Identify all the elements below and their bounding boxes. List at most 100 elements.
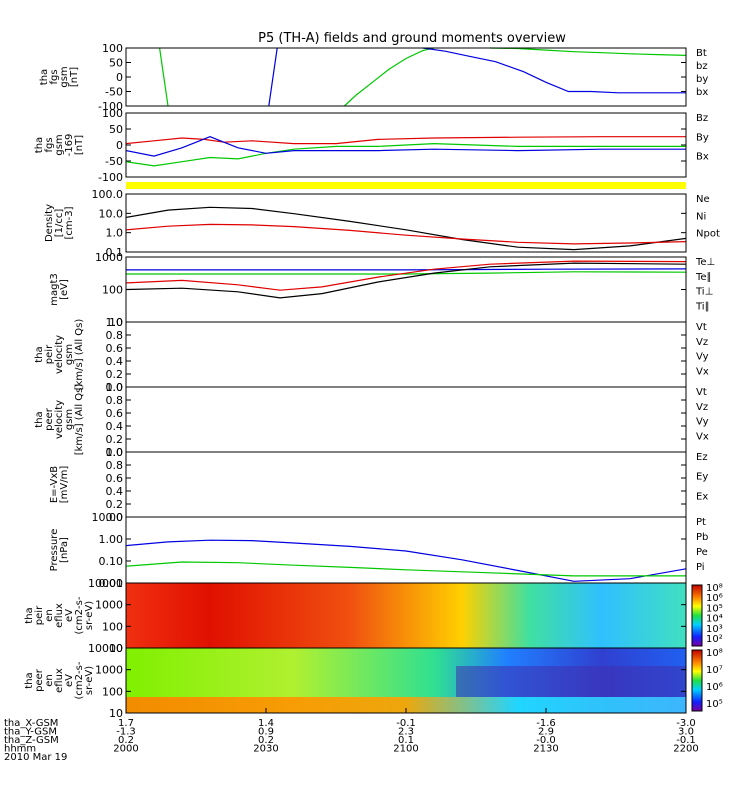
legend-ti⊥: Ti⊥ (695, 287, 713, 298)
legend-pb: Pb (696, 532, 708, 543)
ytick-label: 100 (102, 42, 123, 55)
legend-pi: Pi (696, 562, 705, 573)
panel-peer_spec: 10000 1000 100 10 tha peer en eflux eV (cm2-s-sr-… (24, 642, 723, 720)
series-pi (125, 539, 687, 582)
spectrogram-dark-region (456, 666, 686, 697)
ylabel-line: gsm (64, 409, 75, 430)
ylabel-line: [nT] (69, 67, 80, 87)
series-ti∥ (126, 271, 687, 275)
xaxis-row-label: tha_X-GSM (4, 718, 58, 729)
legend-bx: Bx (696, 152, 709, 163)
ytick-label: 0.4 (106, 420, 124, 433)
ytick-label: -50 (105, 86, 123, 99)
legend-ex: Ex (696, 491, 708, 502)
colorbar-label: 10⁴ (706, 614, 723, 625)
ytick-label: 1.0 (106, 446, 124, 459)
panel-magt3: 1000 100 10 magt3 [eV] Te⊥ Te∥ Ti⊥ Ti∥ (49, 251, 715, 329)
ytick-label: 0 (116, 71, 123, 84)
legend-vx: Vx (696, 431, 709, 442)
ylabel-line: eV (64, 674, 75, 687)
legend-te∥: Te∥ (695, 272, 712, 283)
legend-vy: Vy (696, 417, 709, 428)
xaxis-value: -1.6 (536, 718, 556, 729)
ylabel-line: (cm2-s- (74, 661, 85, 699)
ylabel-line: tha (39, 69, 50, 85)
ylabel-line: [km/s] (All Qs) (74, 319, 85, 391)
ytick-label: 0.10 (99, 555, 124, 568)
ytick-label: 0.4 (106, 355, 124, 368)
ytick-label: 10 (109, 642, 123, 655)
legend-ti∥: Ti∥ (695, 301, 710, 312)
ylabel-line: (cm2-s- (74, 596, 85, 634)
ylabel-line: [mV/m] (59, 466, 70, 504)
xaxis-value: 2130 (533, 744, 558, 755)
ytick-label: 0.01 (99, 577, 124, 590)
ytick-label: 50 (109, 123, 123, 136)
series-pe (125, 561, 686, 577)
legend-ez: Ez (696, 452, 708, 463)
legend-vt: Vt (696, 387, 707, 398)
legend-ne: Ne (696, 194, 710, 205)
ylabel-line: fgs (44, 137, 55, 152)
ytick-label: 0.6 (106, 472, 124, 485)
ylabel-line: en (44, 609, 55, 622)
ytick-label: 0.8 (106, 459, 124, 472)
xaxis-value: -0.1 (676, 735, 696, 746)
ytick-label: 100 (102, 107, 123, 120)
legend-vx: Vx (696, 366, 709, 377)
legend-vz: Vz (696, 337, 708, 348)
ylabel-line: [cm-3] (64, 206, 75, 239)
colorbar-label: 10³ (706, 624, 723, 635)
ylabel-line: tha (34, 411, 45, 427)
spectrogram-peir_spec (126, 583, 686, 648)
legend-pe: Pe (696, 547, 708, 558)
xaxis-value: -0.0 (536, 735, 556, 746)
legend-pt: Pt (696, 517, 706, 528)
ytick-label: 0.2 (106, 498, 124, 511)
panel-density: 100.0 10.0 1.0 0.1 Density [1/cc] [cm-3] Ne Ni Np… (44, 188, 720, 259)
ytick-label: 1.0 (106, 381, 124, 394)
series-by (343, 47, 435, 107)
ylabel-line: gsm (64, 344, 75, 365)
ylabel-line: sr-eV) (84, 666, 95, 695)
ylabel-line: velocity (54, 400, 65, 439)
legend-bx: bx (696, 87, 708, 98)
xaxis-value: 2100 (393, 744, 418, 755)
xaxis-value: 0.1 (398, 735, 414, 746)
ytick-label: 1000 (95, 599, 123, 612)
legend-ey: Ey (696, 472, 708, 483)
xaxis-value: 2000 (113, 744, 138, 755)
ylabel-line: tha (24, 672, 35, 688)
ytick-label: 10 (109, 316, 123, 329)
ytick-label: 1.00 (99, 533, 124, 546)
legend-bz: Bz (696, 113, 708, 124)
legend-vt: Vt (696, 322, 707, 333)
panel-frame (125, 321, 687, 388)
colorbar (691, 649, 703, 712)
xaxis-value: 0.2 (118, 735, 134, 746)
series-te⊥ (125, 260, 687, 291)
panel-peir_spec: 10000 1000 100 10 tha peir en eflux eV (cm2-s-sr-… (24, 577, 723, 655)
ylabel-line: -169 (64, 134, 75, 157)
ytick-label: 10000 (88, 642, 123, 655)
xaxis-value: -3.0 (676, 718, 696, 729)
panel-frame (125, 112, 687, 178)
ylabel-line: [eV] (59, 279, 70, 300)
xaxis-value: 2.3 (398, 727, 414, 738)
ytick-label: 1000 (95, 251, 123, 264)
ylabel-line: [km/s] (All Qs) (74, 384, 85, 456)
ylabel-line: [nT] (74, 135, 85, 155)
plot-title: P5 (TH-A) fields and ground moments over… (258, 31, 566, 46)
ytick-label: 0.0 (106, 446, 124, 459)
ytick-label: 0.1 (106, 246, 124, 259)
xaxis-value: 2.9 (538, 727, 554, 738)
ylabel-line: en (44, 674, 55, 687)
colorbar (691, 584, 703, 647)
legend-vy: Vy (696, 352, 709, 363)
date-label: 2010 Mar 19 (4, 752, 67, 763)
ytick-label: 0.0 (106, 511, 124, 524)
ylabel-line: Pressure (49, 529, 60, 572)
ytick-label: 0.4 (106, 485, 124, 498)
ylabel-line: eV (64, 609, 75, 622)
